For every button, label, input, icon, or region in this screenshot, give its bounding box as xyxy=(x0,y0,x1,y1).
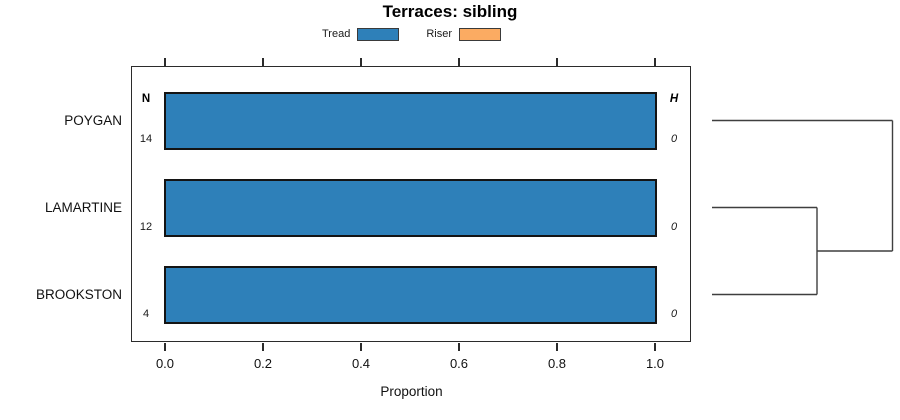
x-axis-tick-top xyxy=(458,58,460,66)
legend-swatch-riser xyxy=(459,27,501,41)
h-value-lamartine: 0 xyxy=(670,220,678,233)
x-axis-tick-label: 0.2 xyxy=(253,356,273,371)
x-axis-tick-label: 0.4 xyxy=(351,356,371,371)
legend-label-riser: Riser xyxy=(426,28,452,40)
x-axis-tick-label: 0.0 xyxy=(155,356,175,371)
x-axis-tick-bottom xyxy=(556,343,558,351)
bar-lamartine-tread xyxy=(163,178,657,237)
x-axis-tick-bottom xyxy=(654,343,656,351)
legend-label-tread: Tread xyxy=(322,28,351,40)
x-axis-tick-top xyxy=(360,58,362,66)
x-axis-tick-label: 0.6 xyxy=(449,356,469,371)
x-axis-tick-top xyxy=(164,58,166,66)
x-axis-title: Proportion xyxy=(380,384,443,399)
chart-title: Terraces: sibling xyxy=(382,2,518,21)
x-axis-tick-bottom xyxy=(458,343,460,351)
n-value-brookston: 4 xyxy=(142,307,150,320)
legend-item-tread: Tread xyxy=(322,27,400,41)
category-label-poygan: POYGAN xyxy=(64,113,122,128)
plot-area xyxy=(131,66,691,342)
x-axis-tick-top xyxy=(556,58,558,66)
h-value-poygan: 0 xyxy=(670,133,678,145)
legend-swatch-tread xyxy=(357,27,400,41)
x-axis-tick-bottom xyxy=(164,343,166,351)
category-label-lamartine: LAMARTINE xyxy=(44,200,122,215)
dendrogram-path xyxy=(712,119,894,296)
bar-brookston-tread xyxy=(163,265,657,324)
n-value-lamartine: 12 xyxy=(139,220,153,233)
legend: Tread Riser xyxy=(131,26,692,42)
h-value-brookston: 0 xyxy=(670,307,678,320)
x-axis-tick-top xyxy=(262,58,264,66)
legend-item-riser: Riser xyxy=(426,27,501,41)
x-axis-tick-top xyxy=(654,58,656,66)
n-column-header: N xyxy=(141,93,151,105)
bar-poygan-tread xyxy=(163,91,657,150)
x-axis-tick-bottom xyxy=(262,343,264,351)
category-label-brookston: BROOKSTON xyxy=(35,287,122,302)
h-column-header: H xyxy=(669,93,679,105)
x-axis-tick-label: 1.0 xyxy=(645,356,665,371)
x-axis-tick-label: 0.8 xyxy=(547,356,567,371)
n-value-poygan: 14 xyxy=(139,133,153,145)
x-axis-tick-bottom xyxy=(360,343,362,351)
